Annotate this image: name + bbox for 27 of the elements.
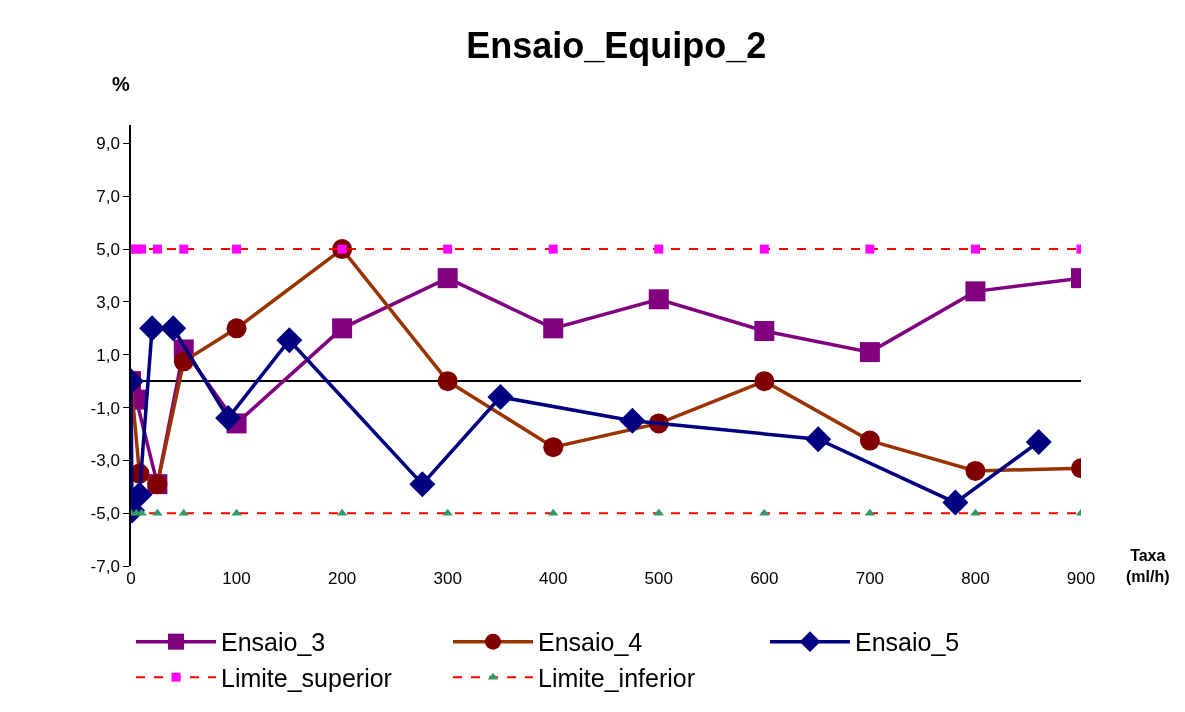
y-tick-label: -7,0 — [90, 556, 120, 576]
x-tick-label: 300 — [433, 569, 462, 588]
y-tick-label: 5,0 — [96, 240, 120, 260]
x-tick-label: 900 — [1066, 569, 1096, 588]
x-tick-label: 800 — [961, 569, 990, 588]
chart-title: Ensaio_Equipo_2 — [466, 24, 767, 66]
legend-label: Ensaio_4 — [538, 628, 643, 657]
x-axis-title: Taxa (ml/h) — [1126, 547, 1170, 585]
y-tick-label: 1,0 — [96, 345, 120, 365]
legend-label: Ensaio_3 — [221, 628, 326, 657]
x-tick-label: 0 — [126, 569, 136, 588]
x-tick-label: 600 — [750, 569, 779, 588]
legend-label: Limite_inferior — [538, 663, 696, 692]
y-tick-label: 9,0 — [96, 134, 120, 154]
y-tick-label: 3,0 — [96, 292, 120, 312]
x-tick-label: 200 — [327, 569, 357, 588]
x-tick-label: 100 — [222, 569, 251, 588]
x-tick-label: 400 — [539, 569, 568, 588]
y-tick-label: -1,0 — [90, 398, 120, 418]
y-tick-label: -3,0 — [90, 451, 120, 471]
y-axis-title: % — [112, 73, 130, 95]
y-tick-label: 7,0 — [96, 187, 120, 207]
x-tick-label: 700 — [855, 569, 885, 588]
y-tick-label: -5,0 — [90, 504, 120, 524]
x-tick-label: 500 — [644, 569, 673, 588]
legend-label: Ensaio_5 — [855, 628, 960, 657]
legend-label: Limite_superior — [221, 663, 392, 692]
